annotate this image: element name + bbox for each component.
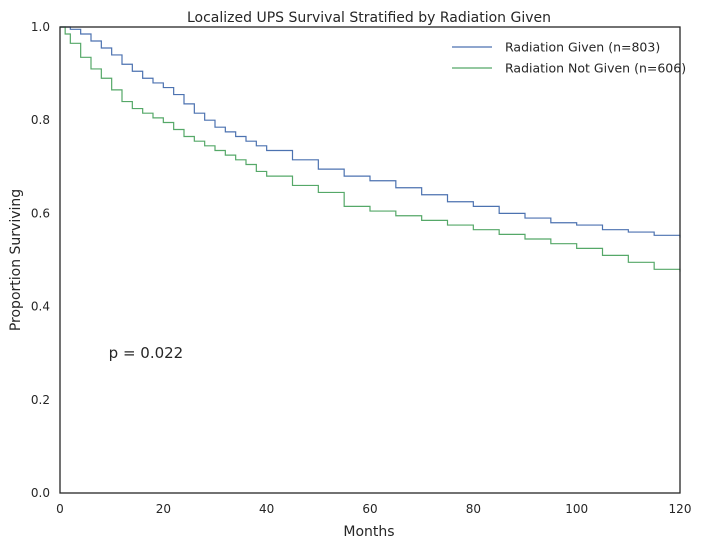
- x-tick-label: 80: [466, 502, 481, 516]
- x-tick-label: 40: [259, 502, 274, 516]
- p-value-annotation: p = 0.022: [109, 344, 184, 362]
- y-tick-label: 0.4: [31, 300, 50, 314]
- plot-frame: [59, 26, 681, 494]
- series-line-0: [60, 26, 681, 238]
- x-axis-label: Months: [343, 524, 394, 540]
- series-layer: [60, 26, 681, 272]
- x-tick-label: 0: [56, 502, 64, 516]
- legend-label-radiation-given: Radiation Given (n=803): [505, 40, 660, 55]
- legend: Radiation Given (n=803) Radiation Not Gi…: [452, 40, 686, 76]
- chart-title: Localized UPS Survival Stratified by Rad…: [187, 10, 551, 26]
- x-tick-label: 120: [669, 502, 692, 516]
- series-line-1: [60, 26, 681, 272]
- y-tick-label: 0.8: [31, 113, 50, 127]
- x-tick-label: 20: [156, 502, 171, 516]
- x-tick-label: 60: [362, 502, 377, 516]
- x-tick-label: 100: [565, 502, 588, 516]
- y-tick-label: 1.0: [31, 20, 50, 34]
- ticks-layer: 0 20 40 60 80 100 120 0.0 0.2 0.4 0.6 0.8 1.0: [31, 20, 692, 516]
- legend-label-radiation-not-given: Radiation Not Given (n=606): [505, 61, 686, 76]
- y-axis-label: Proportion Surviving: [8, 189, 24, 331]
- y-tick-label: 0.6: [31, 206, 50, 220]
- y-tick-label: 0.2: [31, 393, 50, 407]
- y-tick-label: 0.0: [31, 486, 50, 500]
